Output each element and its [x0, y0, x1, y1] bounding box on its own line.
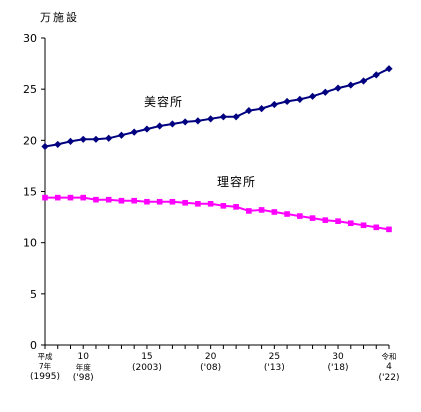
- data-point: [359, 77, 368, 85]
- data-point: [283, 97, 291, 106]
- data-point: [219, 113, 227, 121]
- data-point: [67, 194, 74, 201]
- x-tick-label: ('08): [200, 363, 221, 373]
- data-point: [130, 128, 138, 136]
- series-0: [41, 65, 393, 151]
- x-tick-label: ('18): [328, 363, 349, 373]
- series-label-biyousho: 美容所: [144, 94, 183, 109]
- series-1: [42, 194, 392, 233]
- data-point: [195, 200, 201, 207]
- data-point: [270, 100, 278, 109]
- x-tick-label: 20: [205, 352, 217, 362]
- data-point: [194, 117, 202, 125]
- data-point: [257, 105, 266, 113]
- series-line: [45, 196, 390, 231]
- data-point: [245, 107, 253, 115]
- x-tick-label: (2003): [132, 363, 162, 373]
- y-tick-label: 15: [23, 186, 37, 199]
- x-tick-label: ('22): [379, 373, 400, 383]
- data-point: [41, 142, 49, 151]
- data-point: [347, 81, 355, 89]
- series-line: [44, 67, 390, 148]
- data-point: [372, 71, 380, 79]
- data-point: [168, 120, 177, 128]
- data-point: [207, 200, 214, 207]
- data-point: [105, 196, 112, 203]
- series-label-riyousho: 理容所: [217, 174, 256, 189]
- data-point: [144, 198, 150, 205]
- data-point: [334, 84, 342, 92]
- series-layer: [41, 65, 393, 233]
- x-tick-label: ('98): [73, 373, 94, 383]
- x-tick-label: 4: [386, 362, 392, 372]
- data-point: [54, 140, 62, 149]
- data-point: [80, 194, 87, 201]
- data-point: [284, 211, 290, 217]
- x-tick-label: 平成: [38, 351, 53, 361]
- data-point: [54, 194, 61, 201]
- data-point: [79, 135, 87, 143]
- data-point: [131, 197, 137, 204]
- data-point: [182, 199, 188, 206]
- data-point: [169, 198, 176, 205]
- data-point: [308, 92, 317, 100]
- data-point: [271, 209, 278, 215]
- data-point: [360, 222, 367, 229]
- data-point: [386, 226, 392, 233]
- x-tick-label: 10: [77, 352, 89, 362]
- y-tick-label: 5: [30, 288, 37, 301]
- data-point: [105, 134, 113, 142]
- y-tick-label: 10: [23, 237, 37, 250]
- data-point: [335, 218, 341, 224]
- data-point: [246, 208, 252, 214]
- y-tick-label: 20: [23, 134, 37, 147]
- data-point: [66, 137, 75, 145]
- data-point: [321, 88, 329, 96]
- x-tick-label: 15: [141, 352, 152, 362]
- x-tick-label: 年度: [76, 362, 91, 372]
- data-point: [385, 65, 393, 73]
- x-tick-label: 令和: [382, 351, 397, 361]
- data-point: [156, 198, 163, 205]
- y-tick-label: 0: [30, 339, 37, 352]
- data-point: [258, 207, 265, 213]
- data-point: [297, 213, 303, 219]
- data-point: [232, 113, 240, 121]
- y-tick-label: 25: [23, 83, 37, 96]
- data-point: [220, 203, 227, 209]
- data-point: [92, 135, 100, 143]
- data-point: [309, 215, 316, 221]
- data-point: [296, 95, 304, 103]
- y-tick-label: 30: [23, 32, 37, 45]
- data-point: [322, 217, 329, 223]
- x-tick-label: 25: [269, 352, 280, 362]
- data-point: [347, 220, 354, 227]
- x-tick-label: 30: [332, 352, 344, 362]
- x-tick-label: ('13): [264, 363, 285, 373]
- data-point: [117, 131, 126, 139]
- data-point: [42, 194, 48, 201]
- data-point: [143, 125, 151, 133]
- data-point: [118, 197, 125, 204]
- x-tick-label: (1995): [30, 372, 60, 382]
- y-axis-unit-label: 万施設: [40, 10, 79, 24]
- data-point: [373, 224, 380, 231]
- data-point: [93, 196, 99, 203]
- axes: 051015202530平成7年(1995)10年度('98)15(2003)2…: [23, 32, 399, 383]
- x-tick-label: 7年: [39, 361, 52, 371]
- data-point: [156, 122, 164, 130]
- data-point: [233, 204, 239, 210]
- data-point: [181, 118, 189, 126]
- data-point: [207, 115, 215, 123]
